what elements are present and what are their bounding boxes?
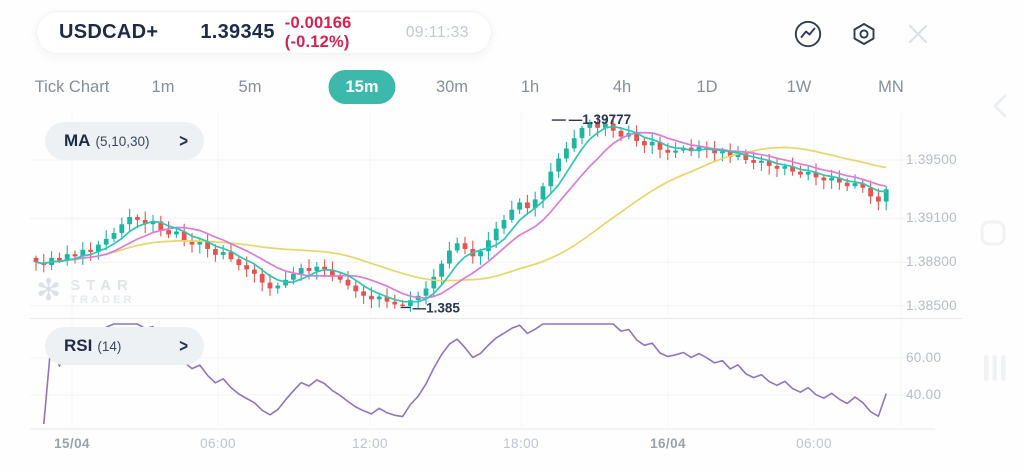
ma-label: MA [64,131,91,150]
timeframe-tab-15m[interactable]: 15m [328,70,396,104]
timeframe-tab-1m[interactable]: 1m [151,78,175,96]
timeframe-tab-mn[interactable]: MN [878,78,904,96]
time-axis-label: 16/04 [650,436,686,451]
ma-lines [35,125,887,303]
timeframe-tabs: Tick Chart 1m 5m 15m 30m 1h 4h 1D 1W MN [0,70,1024,104]
watermark-line2: TRADER [70,293,135,306]
timeframe-tab-1d[interactable]: 1D [696,78,718,96]
settings-icon[interactable] [849,19,879,49]
price-annotations: —1.39777 —1.385 [400,112,631,315]
watermark: ✻ STAR TRADER [36,276,135,306]
timeframe-tab-5m[interactable]: 5m [238,78,262,96]
rsi-label: RSI [64,336,93,355]
timeframe-tab-tick-chart[interactable]: Tick Chart [34,78,110,96]
gridlines [30,113,962,430]
timeframe-tab-4h[interactable]: 4h [612,78,632,96]
timeframe-tab-1w[interactable]: 1W [786,78,812,96]
chevron-right-icon: > [179,335,188,357]
server-time: 09:11:33 [405,23,469,41]
price-axis-label: 1.39500 [906,152,957,167]
close-icon[interactable] [903,19,933,49]
rsi-axis-label: 60.00 [906,350,942,365]
svg-text:—1.385: —1.385 [413,300,461,315]
price-axis-label: 1.39100 [906,210,957,226]
watermark-line1: STAR [70,276,134,294]
time-axis-label: 06:00 [796,436,832,451]
indicator-trend-icon[interactable] [793,19,823,49]
svg-text:—1.39777: —1.39777 [569,112,631,127]
timeframe-tab-1h[interactable]: 1h [520,78,540,96]
price-value: 1.39345 [200,21,275,43]
timeframe-tab-30m[interactable]: 30m [435,78,469,96]
price-change: -0.00166 (-0.12%) [284,13,352,51]
time-axis-label: 12:00 [352,436,388,451]
rsi-indicator-badge[interactable]: RSI (14) > [45,327,204,365]
price-axis-label: 1.38800 [906,254,957,270]
price-axis-label: 1.38500 [906,298,957,313]
quote-header: USDCAD+ 1.39345 -0.00166 (-0.12%) 09:11:… [36,11,492,54]
candlestick-series [33,114,889,312]
rsi-params: (14) [97,338,122,354]
chevron-right-icon: > [179,130,188,152]
ma-indicator-badge[interactable]: MA (5,10,30) > [45,122,204,160]
symbol-label: USDCAD+ [59,21,159,43]
time-axis-label: 18:00 [503,436,539,451]
time-axis-label: 15/04 [54,436,90,451]
ma-params: (5,10,30) [95,133,150,149]
time-axis-label: 06:00 [200,436,236,451]
star-trader-logo-icon: ✻ [36,274,62,307]
rsi-axis-label: 40.00 [906,387,942,402]
